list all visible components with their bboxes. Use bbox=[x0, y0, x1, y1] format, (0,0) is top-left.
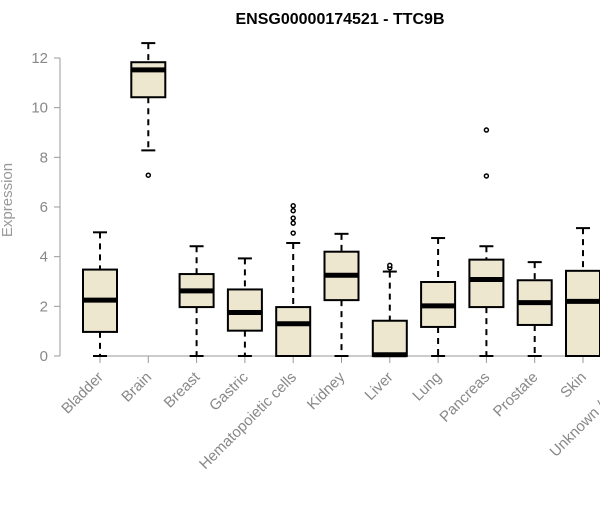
outlier-point bbox=[483, 173, 490, 179]
x-tick-label: Bladder bbox=[58, 369, 107, 418]
y-axis: 0 2 4 6 8 10 12 bbox=[31, 50, 61, 365]
box-group bbox=[420, 237, 457, 357]
iqr-box bbox=[565, 269, 600, 357]
box-group bbox=[178, 245, 215, 357]
y-tick-label: 4 bbox=[40, 249, 48, 266]
outlier-point bbox=[145, 172, 152, 178]
iqr-box bbox=[468, 258, 505, 309]
x-tick-label: Skin bbox=[557, 369, 590, 402]
outlier-point bbox=[290, 215, 296, 221]
x-tick-label: Lung bbox=[409, 369, 445, 405]
box-group bbox=[130, 42, 167, 178]
x-tick-label: Kidney bbox=[304, 368, 349, 413]
outlier-point bbox=[290, 207, 296, 214]
outlier-point bbox=[387, 262, 393, 269]
y-tick-label: 10 bbox=[31, 100, 48, 117]
outlier-point bbox=[290, 203, 296, 209]
outlier-point bbox=[483, 127, 490, 133]
y-tick-label: 8 bbox=[40, 149, 48, 166]
iqr-box bbox=[371, 319, 408, 357]
box-group bbox=[275, 203, 312, 358]
x-tick-label: Pancreas bbox=[436, 369, 493, 426]
y-tick-label: 2 bbox=[40, 298, 48, 315]
box-group bbox=[82, 231, 118, 357]
chart-title: ENSG00000174521 - TTC9B bbox=[236, 11, 445, 28]
y-tick-label: 0 bbox=[40, 348, 48, 365]
outlier-point bbox=[290, 220, 296, 226]
y-tick-label: 12 bbox=[31, 50, 48, 67]
y-axis-label: Expression bbox=[0, 163, 16, 237]
x-tick-label: Liver bbox=[362, 369, 397, 404]
box-group bbox=[323, 232, 360, 357]
box-group bbox=[468, 127, 505, 357]
box-group bbox=[226, 257, 263, 357]
box-group bbox=[565, 227, 600, 357]
x-tick-label: Breast bbox=[161, 368, 204, 411]
outlier-point bbox=[290, 230, 296, 236]
x-tick-label: Prostate bbox=[490, 369, 542, 421]
box-group bbox=[371, 262, 408, 358]
box-series bbox=[82, 42, 600, 358]
iqr-box bbox=[275, 306, 312, 358]
x-tick-label: Gastric bbox=[206, 368, 252, 414]
x-tick-label: Brain bbox=[118, 369, 155, 406]
box-group bbox=[516, 261, 553, 357]
y-tick-label: 6 bbox=[40, 199, 48, 216]
